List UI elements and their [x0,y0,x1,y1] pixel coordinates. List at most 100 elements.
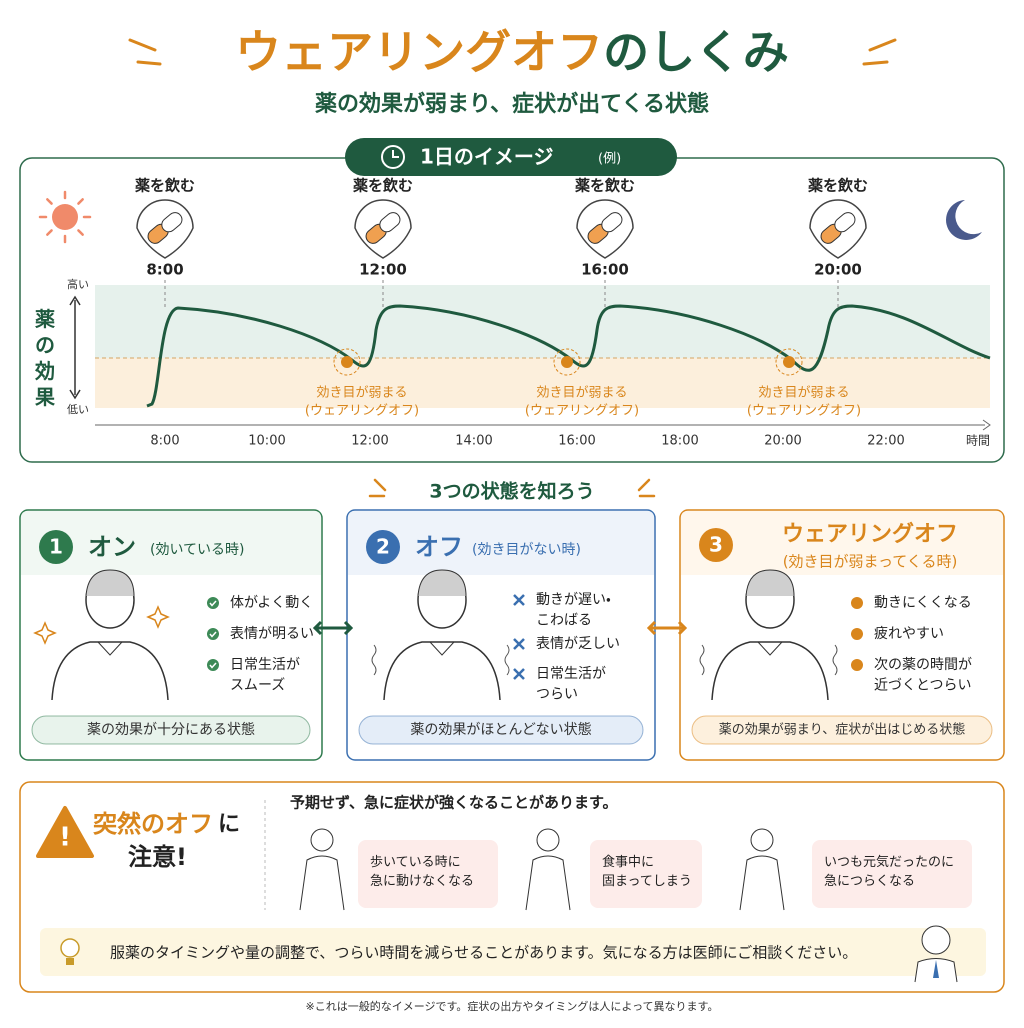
example-box [812,840,972,908]
clock [381,145,405,169]
example-box [358,840,498,908]
badge-note: (例) [598,152,621,167]
title: ウェアリングオフのしくみ [235,25,789,79]
person-collar [757,641,783,656]
number: 2 [376,535,390,559]
deco [637,478,651,492]
tip-bar [40,928,986,976]
y-high: 高い [67,277,89,291]
check-mark [209,662,217,669]
card-head [681,511,1003,575]
wo-ring [333,348,361,376]
deco [373,478,387,492]
state-subtitle: (効き目がない時) [472,542,581,558]
footnote: ※これは一般的なイメージです。症状の出方やタイミングは人によって異なります。 [306,999,719,1013]
y-label: 薬の効果 [34,307,55,409]
state-item: 表情が乏しい [536,636,620,652]
wo-line1: 効き目が弱まる [536,386,627,401]
title-main: ウェアリングオフ [235,25,603,79]
person-body [383,641,501,701]
card-head [21,511,321,575]
example-box [590,840,702,908]
moon [946,200,982,240]
state-title: オン [88,533,136,561]
state-item: 日常生活がスムーズ [230,657,300,693]
footer-pill [691,715,993,745]
x-tick-label: 10:00 [248,434,285,449]
state-subtitle: (効き目が弱まってくる時) [783,553,958,571]
check-icon [207,628,219,640]
pill-b [601,212,623,233]
clock-hands [392,150,399,158]
state-footer: 薬の効果がほとんどない状態 [410,722,591,738]
pill [587,212,623,244]
number-badge [39,530,73,564]
state-item: 日常生活がつらい [536,666,606,702]
number: 1 [49,535,63,559]
pill-b [834,212,856,233]
dose-label: 薬を飲む [574,177,635,195]
doctor-head [921,925,951,955]
sun [52,204,78,230]
x-tick-label: 8:00 [150,434,179,449]
cross-icon [513,594,525,606]
x-tick-label: 22:00 [867,434,904,449]
person-collar [97,641,123,656]
badge-text: 1日のイメージ [420,145,554,169]
cross-icon [513,638,525,650]
person-body [711,641,829,701]
x-tick-label: 20:00 [764,434,801,449]
check-mark [209,631,217,638]
state-item: 動きにくくなる [874,595,972,611]
double-arrow [646,620,688,636]
wo-dot [561,356,573,368]
dose-time: 8:00 [146,261,183,279]
number-badge [366,530,400,564]
example-text: 歩いている時に急に動けなくなる [370,855,474,889]
badge [345,138,677,176]
x-tick-label: 18:00 [661,434,698,449]
state-item: 表情が明るい [230,626,314,642]
check-icon [207,597,219,609]
wo-line2: (ウェアリングオフ) [525,404,639,419]
state-title: オフ [415,533,463,561]
deco [868,38,897,52]
cross-icon [513,668,525,680]
shake [699,644,705,676]
card-head [348,511,654,575]
state-item: 次の薬の時間が近づくとつらい [874,657,972,693]
person-hair [745,569,795,597]
shake [371,644,377,676]
x-label: 時間 [966,434,990,448]
check-mark [209,600,217,607]
x-arrow [982,419,991,431]
person-body [51,641,169,701]
pill [820,212,856,244]
warning-excl: ! [59,823,71,853]
figure-head [750,828,774,852]
sun-ray [46,229,53,236]
person-hair [417,569,467,597]
figure-body [739,855,785,911]
x-tick-label: 14:00 [455,434,492,449]
deco [862,60,889,66]
dose-time: 16:00 [581,261,629,279]
wo-line2: (ウェアリングオフ) [305,404,419,419]
footer-pill [31,715,311,745]
wo-ring [775,348,803,376]
state-item: 体がよく動く [230,595,313,611]
figure-head [310,828,334,852]
states-heading: 3つの状態を知ろう [429,480,594,503]
sun-ray [46,198,53,205]
example-text: いつも元気だったのに急につらくなる [824,854,954,889]
shake [504,644,510,676]
footer-pill [358,715,644,745]
state-title: ウェアリングオフ [782,521,958,547]
bulb-base [66,958,74,965]
state-item: 動きが遅い・こわばる [536,592,611,628]
warning-title-b: に [218,812,240,837]
person-collar [429,641,455,656]
dose-label: 薬を飲む [352,177,413,195]
